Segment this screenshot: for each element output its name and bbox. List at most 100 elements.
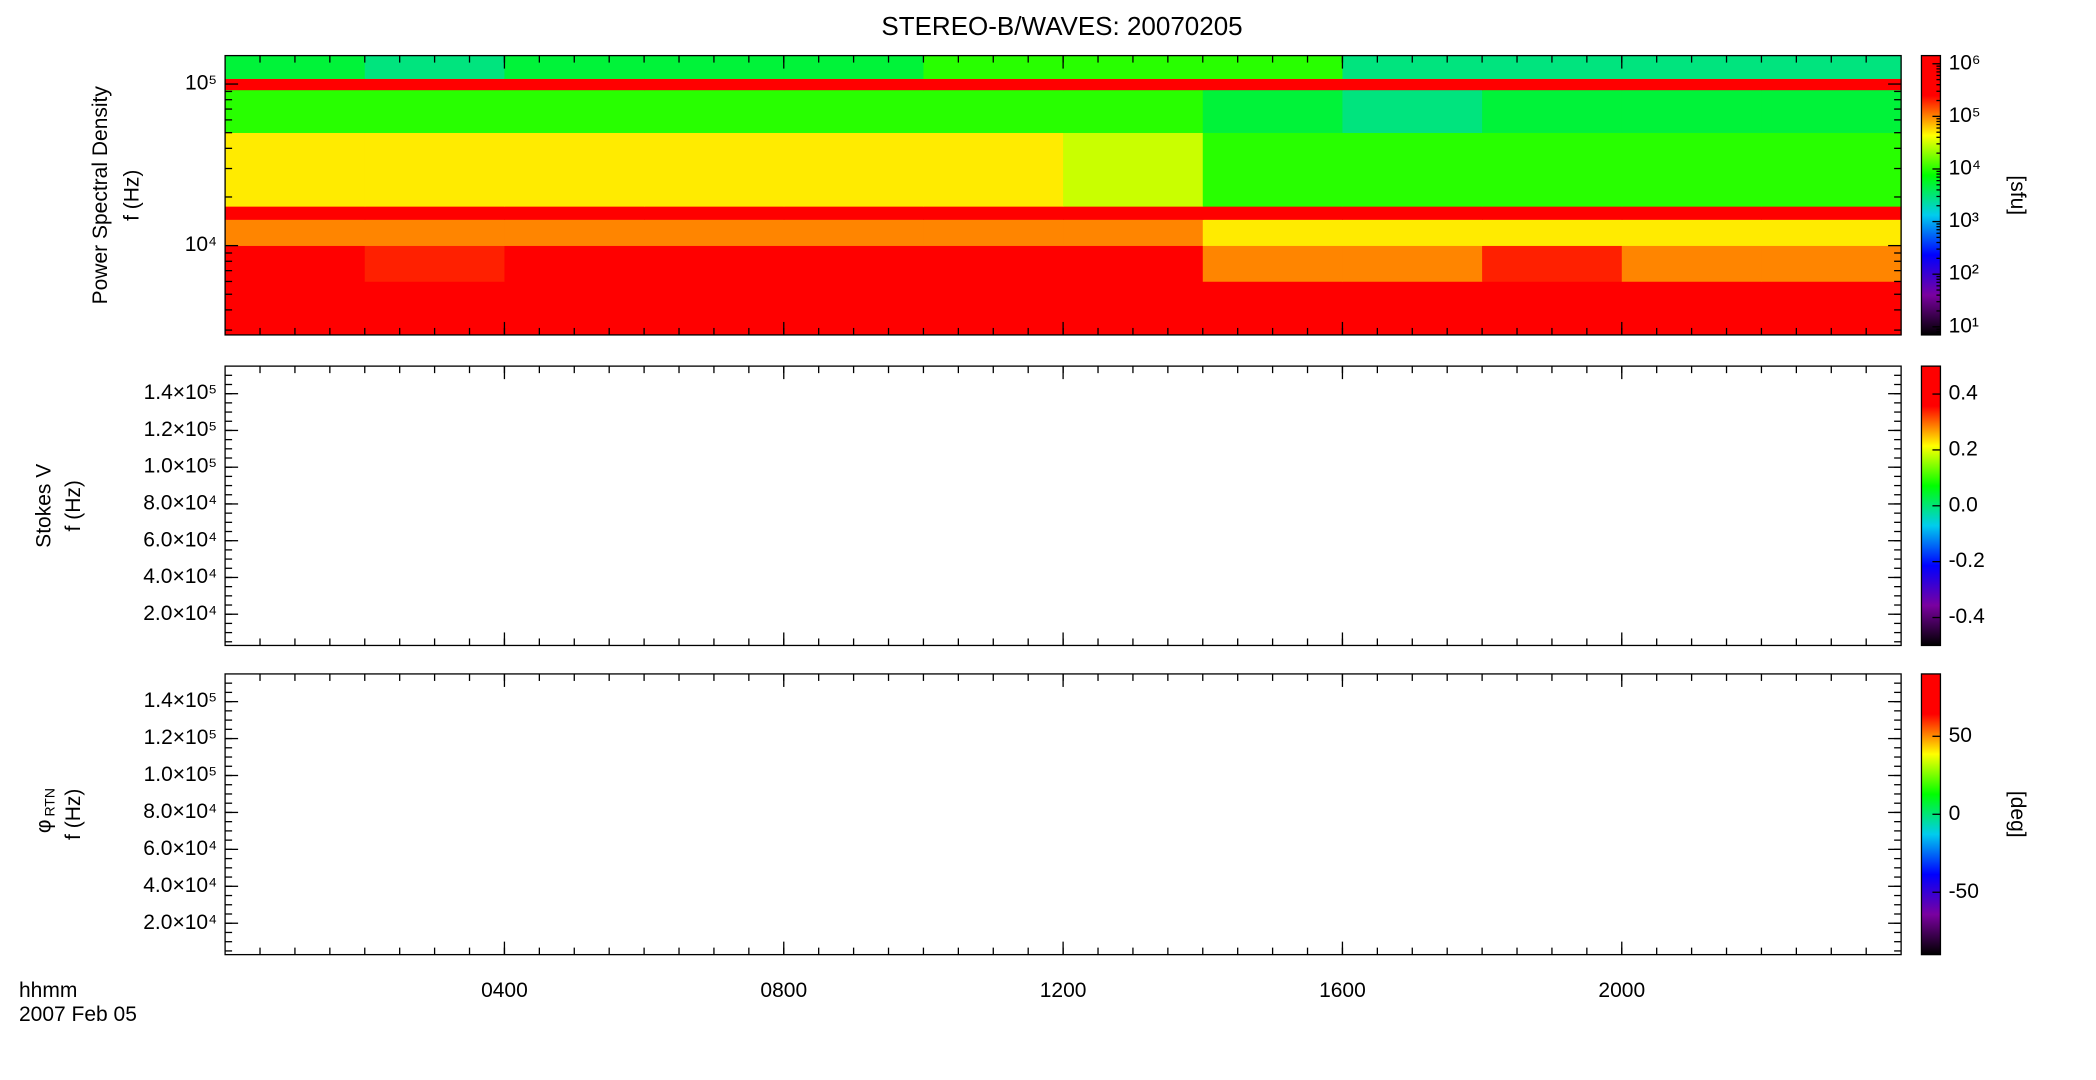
heatmap-cell — [644, 132, 785, 207]
heatmap-cell — [783, 78, 924, 91]
colorbar-tick-label: 10⁴ — [1949, 157, 1981, 180]
heatmap-cell — [1482, 281, 1623, 336]
heatmap-cell — [1342, 281, 1483, 336]
heatmap-cell — [1621, 245, 1762, 282]
heatmap-cell — [1621, 89, 1762, 133]
heatmap-cell — [364, 78, 505, 91]
heatmap-cell — [504, 89, 645, 133]
heatmap-cell — [1063, 206, 1204, 220]
heatmap-cell — [225, 206, 366, 220]
colorbar-label: [sfu] — [2006, 175, 2029, 215]
heatmap-cell — [1482, 219, 1623, 246]
colorbar-tick-label: 10⁶ — [1949, 51, 1981, 74]
colorbar-tick-label: 10³ — [1949, 209, 1979, 232]
heatmap-cell — [783, 281, 924, 336]
y-axis-label: f (Hz) — [62, 789, 85, 840]
heatmap-cell — [1621, 78, 1762, 91]
heatmap-cell — [225, 245, 366, 282]
x-tick-label: 0400 — [481, 979, 528, 1002]
heatmap-cell — [1342, 219, 1483, 246]
plot-frame — [224, 673, 1902, 956]
heatmap-cell — [1761, 78, 1902, 91]
heatmap-cell — [644, 281, 785, 336]
heatmap-cell — [504, 78, 645, 91]
heatmap-cell — [923, 89, 1064, 133]
x-tick-label: 1200 — [1040, 979, 1087, 1002]
heatmap-cell — [364, 245, 505, 282]
x-axis-label: hhmm — [19, 979, 77, 1002]
heatmap-cell — [1063, 132, 1204, 207]
heatmap-cell — [923, 132, 1064, 207]
heatmap-cell — [1202, 132, 1343, 207]
heatmap-cell — [923, 281, 1064, 336]
heatmap-cell — [1621, 206, 1762, 220]
heatmap-cell — [1482, 132, 1623, 207]
heatmap-cell — [783, 89, 924, 133]
heatmap-cell — [1482, 206, 1623, 220]
x-tick-label: 2000 — [1598, 979, 1645, 1002]
heatmap-cell — [1063, 281, 1204, 336]
heatmap-cell — [923, 245, 1064, 282]
heatmap-cell — [225, 281, 366, 336]
heatmap-cell — [1482, 89, 1623, 133]
y-tick-label: 8.0×10⁴ — [143, 491, 217, 514]
heatmap-cell — [364, 219, 505, 246]
heatmap-cell — [1202, 206, 1343, 220]
colorbar-tick-label: 10¹ — [1949, 314, 1979, 337]
colorbar-tick-label: 10⁵ — [1949, 104, 1981, 127]
colorbar-tick-label: -0.4 — [1949, 605, 1986, 628]
x-tick-label: 1600 — [1319, 979, 1366, 1002]
heatmap-cell — [1621, 132, 1762, 207]
colorbar-tick-label: 10² — [1949, 262, 1979, 285]
y-tick-label: 1.0×10⁵ — [144, 455, 218, 478]
heatmap-cell — [923, 219, 1064, 246]
heatmap-cell — [644, 219, 785, 246]
heatmap-cell — [1342, 132, 1483, 207]
heatmap-cell — [504, 132, 645, 207]
y-tick-label: 10⁵ — [185, 72, 217, 95]
colorbar — [1920, 54, 1942, 336]
y-tick-label: 4.0×10⁴ — [143, 874, 217, 897]
y-tick-label: 1.0×10⁵ — [144, 763, 218, 786]
x-tick-label: 0800 — [760, 979, 807, 1002]
heatmap-cell — [1202, 281, 1343, 336]
heatmap-cell — [1482, 78, 1623, 91]
y-axis-label: Power Spectral Density — [89, 86, 112, 305]
y-tick-label: 8.0×10⁴ — [143, 800, 217, 823]
heatmap-cell — [225, 132, 366, 207]
y-axis-label: Stokes V — [32, 464, 55, 548]
heatmap-cell — [364, 89, 505, 133]
heatmap-cell — [1621, 281, 1762, 336]
y-tick-label: 2.0×10⁴ — [143, 602, 217, 625]
heatmap-cell — [783, 219, 924, 246]
heatmap-cell — [1063, 219, 1204, 246]
y-axis-label-subscript: RTN — [41, 788, 57, 817]
heatmap-cell — [1482, 245, 1623, 282]
heatmap-cell — [1761, 89, 1902, 133]
colorbar-tick-label: 0.4 — [1949, 382, 1979, 405]
heatmap-cell — [644, 245, 785, 282]
y-tick-label: 1.2×10⁵ — [144, 418, 218, 441]
y-tick-label: 1.4×10⁵ — [144, 689, 218, 712]
heatmap-cell — [783, 206, 924, 220]
heatmap-cell — [783, 132, 924, 207]
heatmap-cell — [504, 281, 645, 336]
heatmap-cell — [1761, 219, 1902, 246]
heatmap-cell — [225, 78, 366, 91]
heatmap-cell — [644, 78, 785, 91]
y-axis-label: f (Hz) — [120, 170, 143, 221]
heatmap-cell — [504, 245, 645, 282]
heatmap-cell — [1342, 78, 1483, 91]
y-tick-label: 2.0×10⁴ — [143, 911, 217, 934]
plot-frame — [224, 365, 1902, 647]
colorbar-tick-label: 0 — [1949, 802, 1961, 825]
heatmap-cell — [1202, 219, 1343, 246]
heatmap-cell — [364, 206, 505, 220]
heatmap-cell — [1202, 89, 1343, 133]
heatmap-cell — [1342, 245, 1483, 282]
colorbar-tick-label: 0.0 — [1949, 493, 1978, 516]
heatmap-cell — [1202, 78, 1343, 91]
heatmap-cell — [1761, 281, 1902, 336]
heatmap-cell — [504, 219, 645, 246]
